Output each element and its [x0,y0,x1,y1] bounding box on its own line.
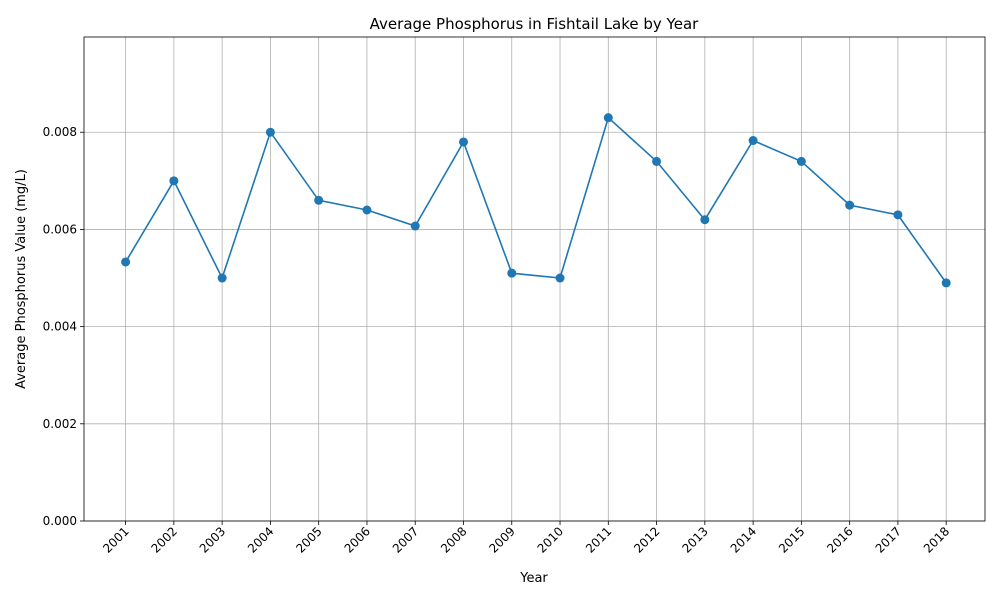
x-tick-label: 2010 [535,524,566,555]
x-tick-label: 2018 [921,524,952,555]
data-point-2003 [217,273,227,283]
chart-title: Average Phosphorus in Fishtail Lake by Y… [370,15,699,33]
data-point-2002 [169,176,179,186]
y-tick-label: 0.006 [43,222,77,236]
x-tick-label: 2014 [728,524,759,555]
data-point-2013 [700,215,710,225]
x-tick-label: 2001 [100,524,131,555]
data-point-2014 [748,136,758,146]
x-axis-ticks: 2001 2002 2003 2004 2005 2006 2007 2008 2009 2010… [100,521,952,556]
x-tick-label: 2006 [342,524,373,555]
grid [84,37,985,522]
data-point-2016 [845,200,855,210]
x-tick-label: 2017 [873,524,904,555]
data-point-2010 [555,273,565,283]
y-tick-label: 0.002 [43,417,77,431]
y-tick-label: 0.000 [43,514,77,528]
x-tick-label: 2007 [390,524,421,555]
x-tick-label: 2008 [438,524,469,555]
y-axis-ticks: 0.000 0.002 0.004 0.006 0.008 [43,125,84,528]
data-point-2011 [603,113,613,123]
data-point-2017 [893,210,903,220]
x-tick-label: 2016 [824,524,855,555]
data-point-2015 [796,156,806,166]
x-tick-label: 2012 [631,524,662,555]
x-tick-label: 2005 [293,524,324,555]
x-tick-label: 2009 [486,524,517,555]
data-point-2012 [652,156,662,166]
data-point-2005 [314,195,324,205]
x-tick-label: 2011 [583,524,614,555]
data-point-2001 [121,257,131,267]
data-point-2018 [941,278,951,288]
x-axis-label: Year [519,571,548,586]
x-tick-label: 2002 [148,524,179,555]
series-line [124,116,947,284]
data-point-2009 [507,268,517,278]
data-point-2008 [458,137,468,147]
x-tick-label: 2004 [245,524,276,555]
data-point-2006 [362,205,372,215]
y-tick-label: 0.004 [43,320,77,334]
x-tick-label: 2003 [197,524,228,555]
x-tick-label: 2013 [679,524,710,555]
data-points [121,113,951,288]
x-tick-label: 2015 [776,524,807,555]
data-point-2004 [265,127,275,137]
y-axis-label: Average Phosphorus Value (mg/L) [14,169,29,389]
y-tick-label: 0.008 [43,125,77,139]
plot-frame [83,36,986,522]
data-point-2007 [410,221,420,231]
